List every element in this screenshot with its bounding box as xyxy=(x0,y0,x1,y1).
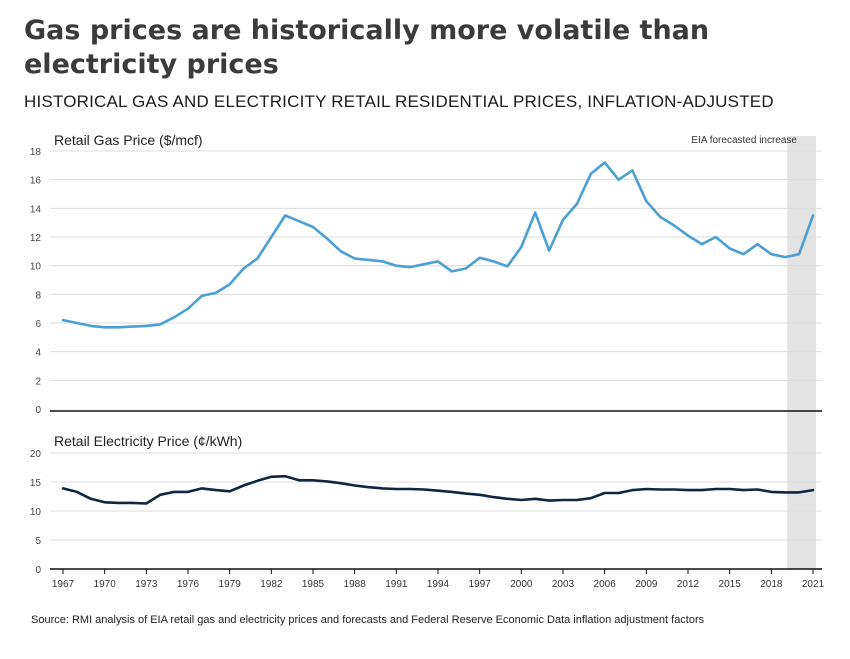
electricity-y-tick-label: 20 xyxy=(30,449,42,460)
electricity-axis-label: Retail Electricity Price (¢/kWh) xyxy=(54,433,242,449)
electricity-y-tick-label: 5 xyxy=(35,536,41,547)
electricity-gridlines xyxy=(50,452,822,570)
x-tick-label: 1988 xyxy=(344,579,367,590)
x-tick-label: 1991 xyxy=(385,579,408,590)
gas-y-tick-label: 10 xyxy=(30,262,42,273)
gas-series xyxy=(61,161,815,329)
x-tick-label: 1976 xyxy=(177,579,200,590)
x-tick-label: 1994 xyxy=(427,579,450,590)
x-tick-label: 2012 xyxy=(677,579,700,590)
forecast-annotation: EIA forecasted increase xyxy=(691,135,797,146)
electricity-y-tick-label: 10 xyxy=(30,507,42,518)
source-note: Source: RMI analysis of EIA retail gas a… xyxy=(31,614,705,626)
gas-y-tick-label: 12 xyxy=(30,233,42,244)
electricity-y-tick-label: 15 xyxy=(30,478,42,489)
x-tick-label: 1967 xyxy=(52,579,75,590)
x-tick-label: 1985 xyxy=(302,579,325,590)
x-tick-label: 2018 xyxy=(760,579,783,590)
gas-y-tick-label: 18 xyxy=(30,147,42,158)
electricity-price-line xyxy=(61,474,815,505)
gas-y-tick-label: 2 xyxy=(35,376,41,387)
x-tick-label: 2021 xyxy=(802,579,825,590)
x-axis-ticks: 1967 1970 1973 1976 1979 1982 1985 1988 1991 1994… xyxy=(52,569,825,590)
electricity-y-ticks: 0 5 10 15 20 xyxy=(30,449,42,576)
gas-y-tick-label: 8 xyxy=(35,290,41,301)
gas-y-tick-label: 16 xyxy=(30,176,42,187)
chart-title: Gas prices are historically more volatil… xyxy=(24,15,710,80)
x-tick-label: 1973 xyxy=(135,579,158,590)
gas-y-tick-label: 0 xyxy=(35,405,41,416)
gas-y-tick-label: 4 xyxy=(35,348,41,359)
x-tick-label: 1979 xyxy=(219,579,242,590)
electricity-y-tick-label: 0 xyxy=(35,565,41,576)
gas-y-tick-label: 6 xyxy=(35,319,41,330)
gas-y-ticks: 0 2 4 6 8 10 12 14 16 18 xyxy=(30,147,42,416)
forecast-shade-layer xyxy=(787,136,816,569)
electricity-series xyxy=(61,474,815,505)
x-tick-label: 2000 xyxy=(510,579,533,590)
gas-gridlines xyxy=(50,150,822,412)
x-tick-label: 2006 xyxy=(594,579,617,590)
gas-y-tick-label: 14 xyxy=(30,204,42,215)
x-tick-label: 2009 xyxy=(635,579,658,590)
x-tick-label: 2003 xyxy=(552,579,575,590)
x-tick-label: 2015 xyxy=(719,579,742,590)
x-tick-label: 1970 xyxy=(94,579,117,590)
x-tick-label: 1997 xyxy=(469,579,492,590)
x-tick-label: 1982 xyxy=(260,579,283,590)
gas-axis-label: Retail Gas Price ($/mcf) xyxy=(54,132,203,148)
forecast-shade xyxy=(787,136,816,569)
gas-price-line xyxy=(61,161,815,329)
chart-subtitle: HISTORICAL GAS AND ELECTRICITY RETAIL RE… xyxy=(24,92,774,111)
